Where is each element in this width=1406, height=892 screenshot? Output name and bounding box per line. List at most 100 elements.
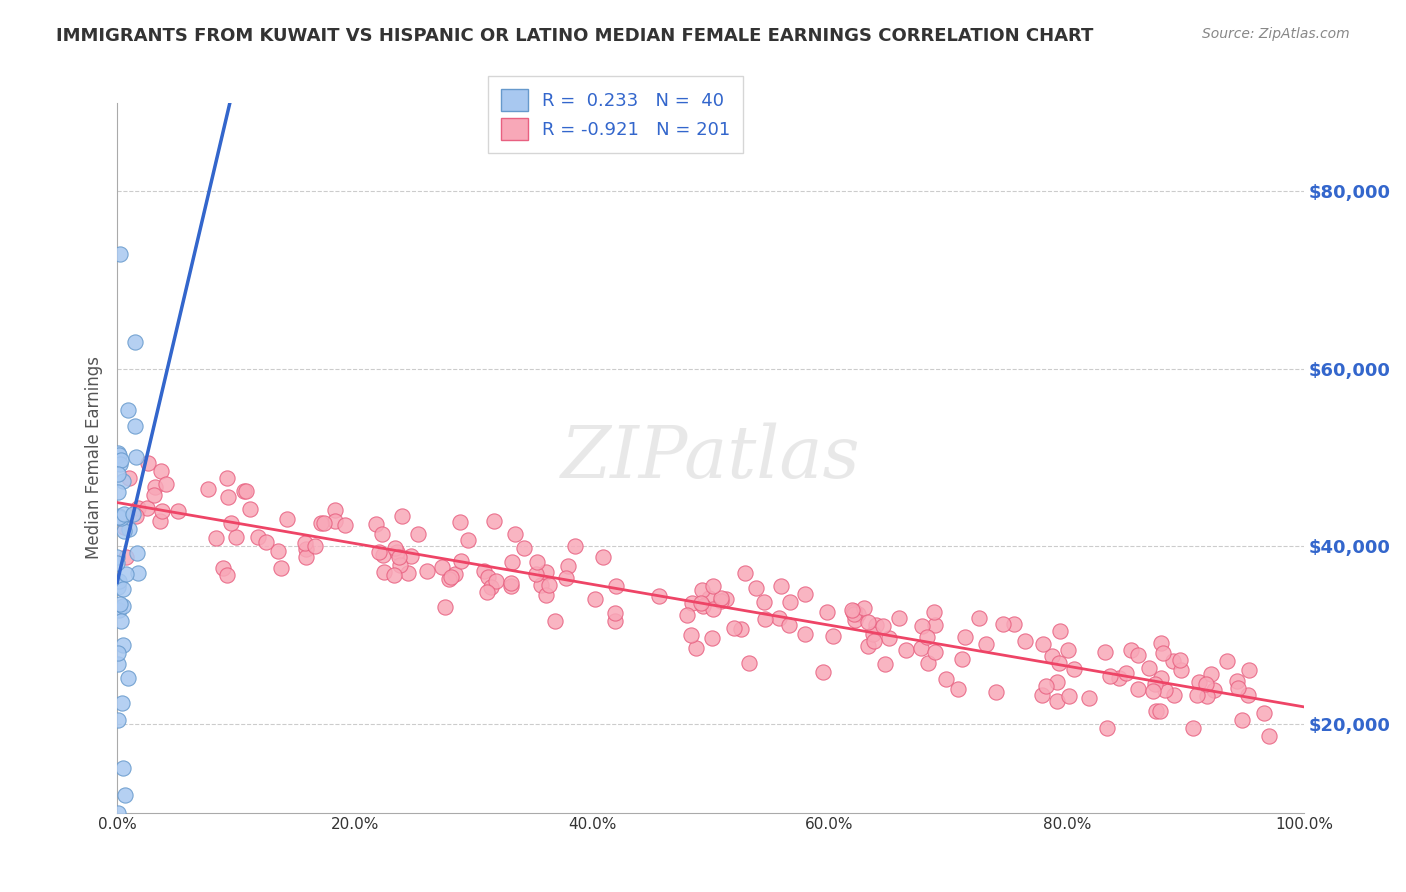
- Point: [136, 456, 159, 470]
- Point: [1149, 704, 1171, 718]
- Point: [544, 614, 567, 628]
- Point: [1195, 689, 1218, 703]
- Point: [917, 656, 939, 670]
- Point: [449, 515, 471, 529]
- Point: [221, 516, 243, 530]
- Point: [924, 618, 946, 632]
- Point: [406, 526, 429, 541]
- Text: ZIPatlas: ZIPatlas: [561, 423, 860, 493]
- Point: [112, 508, 135, 522]
- Text: IMMIGRANTS FROM KUWAIT VS HISPANIC OR LATINO MEDIAN FEMALE EARNINGS CORRELATION : IMMIGRANTS FROM KUWAIT VS HISPANIC OR LA…: [56, 27, 1094, 45]
- Point: [700, 631, 723, 645]
- Point: [779, 595, 801, 609]
- Point: [335, 518, 357, 533]
- Point: [225, 530, 247, 544]
- Point: [1063, 662, 1085, 676]
- Point: [844, 613, 866, 627]
- Point: [235, 483, 257, 498]
- Point: [714, 591, 737, 606]
- Point: [135, 500, 157, 515]
- Point: [110, 696, 132, 710]
- Point: [117, 671, 139, 685]
- Point: [910, 641, 932, 656]
- Point: [107, 603, 129, 617]
- Point: [125, 508, 148, 523]
- Point: [122, 508, 145, 522]
- Point: [1097, 721, 1119, 735]
- Point: [205, 531, 228, 545]
- Point: [1046, 694, 1069, 708]
- Point: [472, 564, 495, 578]
- Point: [215, 568, 238, 582]
- Point: [373, 548, 395, 562]
- Point: [1257, 729, 1279, 743]
- Point: [111, 599, 134, 614]
- Point: [1185, 688, 1208, 702]
- Point: [368, 545, 391, 559]
- Point: [1078, 690, 1101, 705]
- Point: [690, 596, 713, 610]
- Point: [935, 672, 957, 686]
- Point: [554, 572, 576, 586]
- Point: [872, 619, 894, 633]
- Point: [294, 541, 316, 556]
- Point: [723, 621, 745, 635]
- Point: [1137, 661, 1160, 675]
- Point: [267, 544, 290, 558]
- Point: [150, 464, 173, 478]
- Point: [127, 566, 149, 580]
- Point: [862, 626, 884, 640]
- Point: [1237, 664, 1260, 678]
- Point: [1126, 648, 1149, 663]
- Point: [107, 657, 129, 672]
- Point: [382, 568, 405, 582]
- Point: [118, 471, 141, 485]
- Text: Source: ZipAtlas.com: Source: ZipAtlas.com: [1202, 27, 1350, 41]
- Point: [475, 584, 498, 599]
- Point: [754, 612, 776, 626]
- Point: [862, 634, 884, 648]
- Point: [1202, 682, 1225, 697]
- Point: [232, 483, 254, 498]
- Point: [842, 607, 865, 622]
- Point: [794, 626, 817, 640]
- Point: [564, 539, 586, 553]
- Point: [323, 514, 346, 528]
- Point: [457, 533, 479, 548]
- Point: [388, 550, 411, 565]
- Point: [239, 502, 262, 516]
- Point: [117, 403, 139, 417]
- Point: [1143, 677, 1166, 691]
- Point: [911, 619, 934, 633]
- Point: [1002, 616, 1025, 631]
- Point: [115, 566, 138, 581]
- Point: [1227, 681, 1250, 695]
- Point: [107, 556, 129, 570]
- Point: [534, 588, 557, 602]
- Point: [111, 761, 134, 775]
- Point: [676, 607, 699, 622]
- Point: [143, 480, 166, 494]
- Point: [107, 805, 129, 820]
- Point: [111, 582, 134, 596]
- Point: [1119, 642, 1142, 657]
- Point: [648, 589, 671, 603]
- Point: [1094, 644, 1116, 658]
- Point: [295, 549, 318, 564]
- Point: [993, 617, 1015, 632]
- Point: [530, 578, 553, 592]
- Point: [142, 488, 165, 502]
- Point: [1181, 721, 1204, 735]
- Point: [124, 419, 146, 434]
- Point: [699, 591, 721, 606]
- Point: [107, 485, 129, 500]
- Point: [853, 601, 876, 615]
- Point: [111, 638, 134, 652]
- Point: [107, 646, 129, 660]
- Point: [846, 607, 869, 622]
- Point: [110, 510, 132, 524]
- Point: [433, 600, 456, 615]
- Point: [1236, 689, 1258, 703]
- Point: [485, 574, 508, 588]
- Point: [953, 631, 976, 645]
